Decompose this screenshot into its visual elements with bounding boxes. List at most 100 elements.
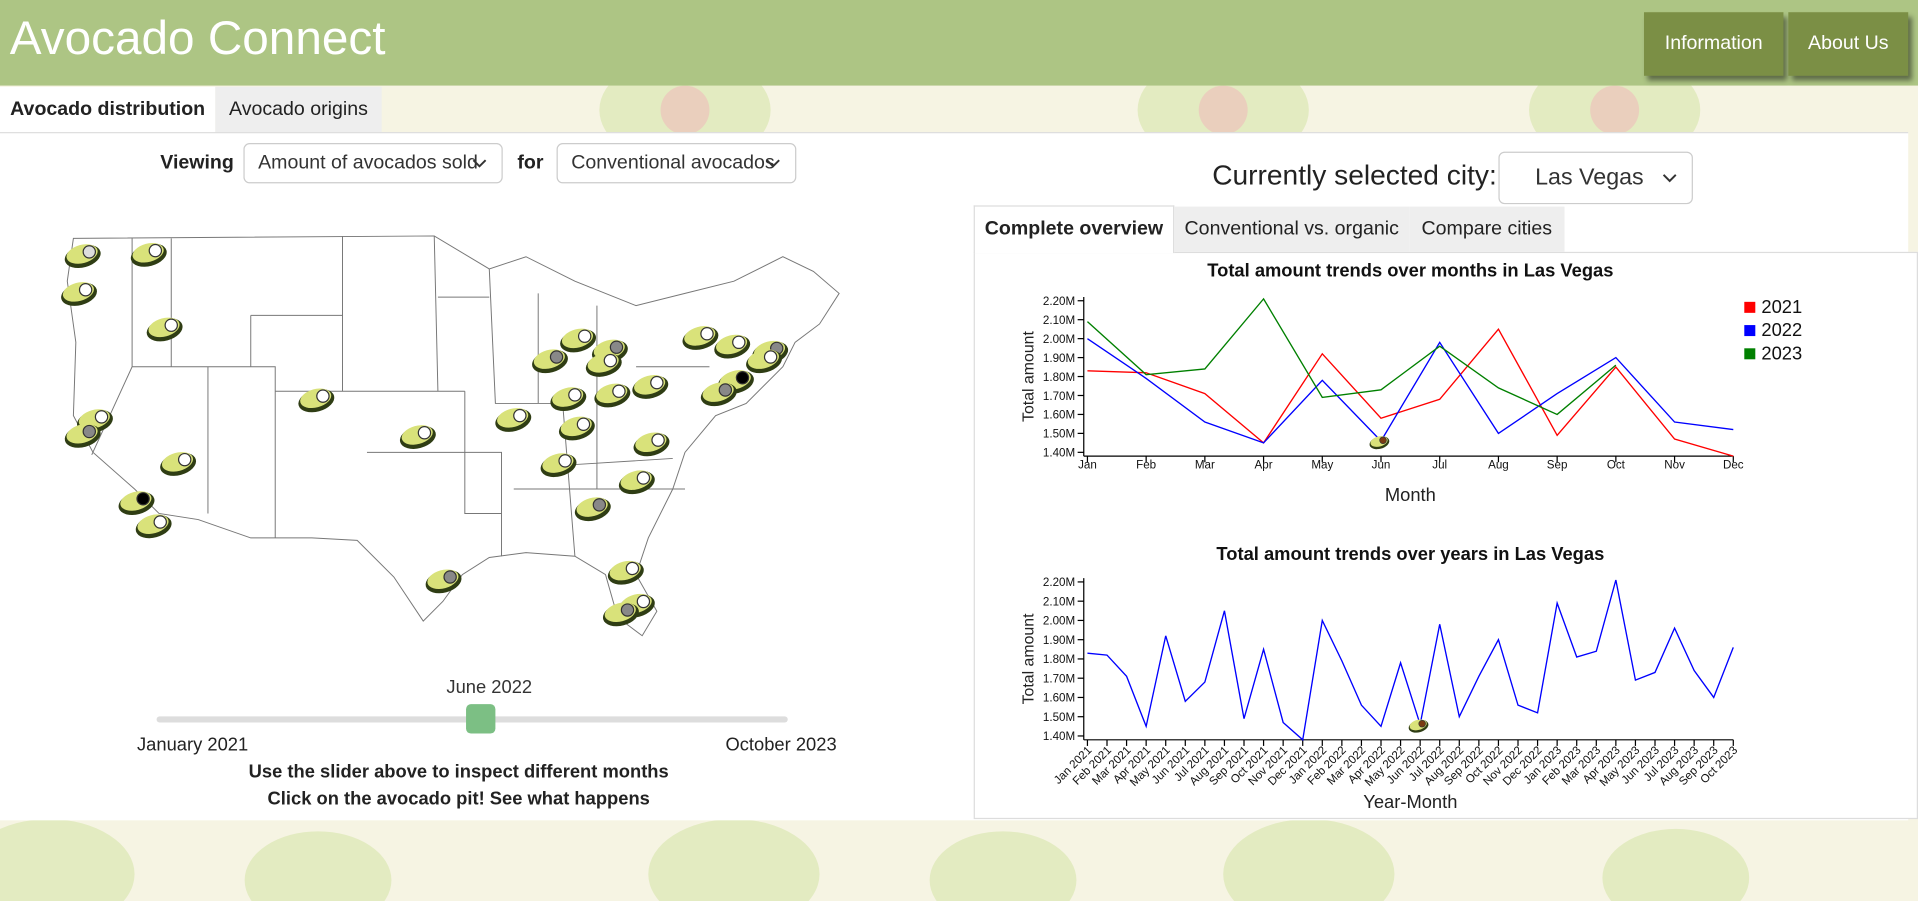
- selected-point: [1408, 719, 1429, 733]
- avocado-marker[interactable]: [296, 385, 337, 416]
- avocado-marker[interactable]: [133, 511, 174, 542]
- x-tick-label: Sep: [1547, 458, 1568, 471]
- avocado-pit: [177, 452, 192, 467]
- avocado-pit: [650, 375, 664, 390]
- avocado-pit: [718, 383, 733, 397]
- chart-panel: [973, 251, 1918, 820]
- y-tick-label: 1.50M: [1043, 711, 1075, 724]
- avocado-pit: [732, 335, 746, 350]
- avocado-pit: [1418, 720, 1426, 728]
- y-tick-label: 1.70M: [1043, 390, 1075, 403]
- select-text: Conventional avocados: [571, 152, 775, 173]
- chart-title: Total amount trends over months in Las V…: [1207, 259, 1613, 280]
- avocado-pit: [603, 353, 618, 368]
- legend-swatch: [1744, 348, 1756, 360]
- avocado-marker[interactable]: [616, 467, 657, 498]
- metric-select[interactable]: Amount of avocados sold: [243, 143, 503, 184]
- avocado-marker[interactable]: [556, 413, 597, 444]
- y-tick-label: 1.70M: [1043, 672, 1075, 685]
- avocado-pit: [609, 340, 624, 354]
- avocado-marker[interactable]: [144, 314, 185, 345]
- select-text: Amount of avocados sold: [258, 152, 478, 173]
- avocado-pit: [82, 245, 97, 259]
- avocado-marker[interactable]: [680, 323, 721, 354]
- data-line: [1087, 327, 1734, 457]
- legend-label: 2022: [1761, 319, 1802, 340]
- y-tick-label: 1.80M: [1043, 371, 1075, 384]
- avocado-marker[interactable]: [712, 331, 753, 362]
- y-tick-label: 1.40M: [1043, 730, 1075, 743]
- avocado-marker[interactable]: [62, 421, 103, 452]
- tab[interactable]: Avocado origins: [215, 86, 382, 133]
- subtab[interactable]: Conventional vs. organic: [1174, 206, 1410, 252]
- avocado-pit: [164, 318, 178, 332]
- x-tick-label: Mar: [1195, 458, 1215, 471]
- avocado-pit: [136, 492, 150, 506]
- avocado-marker[interactable]: [493, 405, 534, 436]
- avocado-marker[interactable]: [58, 279, 99, 310]
- avocado-pit: [636, 471, 651, 485]
- tab-active[interactable]: Avocado distribution: [0, 86, 216, 133]
- avocado-pit: [549, 350, 564, 364]
- data-line: [1087, 579, 1734, 742]
- avocado-marker[interactable]: [630, 372, 671, 403]
- x-tick-label: May: [1311, 458, 1333, 471]
- y-tick-label: 1.90M: [1043, 634, 1075, 647]
- slider-thumb[interactable]: [466, 704, 496, 734]
- city-label: Currently selected city:: [1212, 158, 1497, 191]
- avocado-marker[interactable]: [423, 566, 464, 597]
- x-tick-label: Jan: [1078, 458, 1097, 471]
- variety-select[interactable]: Conventional avocados: [556, 143, 797, 184]
- subtab[interactable]: Compare cities: [1409, 206, 1565, 252]
- y-tick-label: 1.50M: [1043, 428, 1075, 441]
- avocado-marker[interactable]: [631, 429, 672, 460]
- avocado-pit: [592, 498, 607, 512]
- y-tick-label: 1.60M: [1043, 409, 1075, 422]
- y-axis-label: Total amount: [1021, 613, 1038, 704]
- avocado-marker[interactable]: [116, 488, 157, 519]
- x-tick-label: Feb: [1136, 458, 1156, 471]
- avocado-marker[interactable]: [605, 558, 646, 589]
- x-tick-label: Nov: [1664, 458, 1685, 471]
- avocado-marker[interactable]: [62, 241, 103, 272]
- avocado-marker[interactable]: [548, 384, 589, 415]
- avocado-marker: [1408, 719, 1429, 733]
- y-tick-label: 2.00M: [1043, 333, 1075, 346]
- slider-current: June 2022: [446, 677, 533, 699]
- avocado-marker[interactable]: [600, 599, 641, 630]
- avocado-pit: [735, 371, 750, 385]
- avocado-marker[interactable]: [128, 240, 169, 271]
- subtab-active[interactable]: Complete overview: [973, 205, 1175, 254]
- instruction: Click on the avocado pit! See what happe…: [267, 788, 650, 810]
- avocado-pit: [1379, 436, 1387, 444]
- avocado-marker[interactable]: [558, 325, 599, 356]
- information-button[interactable]: Information: [1643, 12, 1784, 76]
- avocado-marker[interactable]: [538, 450, 579, 481]
- avocado-marker[interactable]: [698, 379, 739, 410]
- legend-label: 2021: [1761, 296, 1802, 317]
- city-select[interactable]: Las Vegas: [1498, 151, 1693, 205]
- avocado-pit: [576, 417, 591, 431]
- chevron: [472, 159, 487, 168]
- about-button[interactable]: About Us: [1788, 12, 1909, 76]
- avocado-marker[interactable]: [529, 346, 570, 377]
- slider-start: January 2021: [136, 734, 249, 756]
- avocado-pit: [636, 594, 651, 609]
- header: [0, 0, 1918, 86]
- avocado-marker[interactable]: [583, 350, 624, 381]
- selected-point: [1369, 436, 1390, 450]
- select-text: Las Vegas: [1535, 164, 1644, 191]
- avocado-pit: [94, 410, 109, 424]
- avocado-marker: [1369, 436, 1390, 450]
- avocado-marker[interactable]: [397, 422, 438, 453]
- avocado-marker[interactable]: [572, 494, 613, 525]
- avocado-pit: [316, 389, 330, 403]
- for-label: for: [517, 152, 544, 174]
- avocado-marker[interactable]: [158, 449, 199, 480]
- slider-end: October 2023: [725, 734, 837, 756]
- avocado-marker[interactable]: [743, 346, 784, 377]
- app-title: Avocado Connect: [9, 12, 386, 65]
- chevron: [1662, 174, 1677, 183]
- avocado-marker[interactable]: [592, 380, 633, 411]
